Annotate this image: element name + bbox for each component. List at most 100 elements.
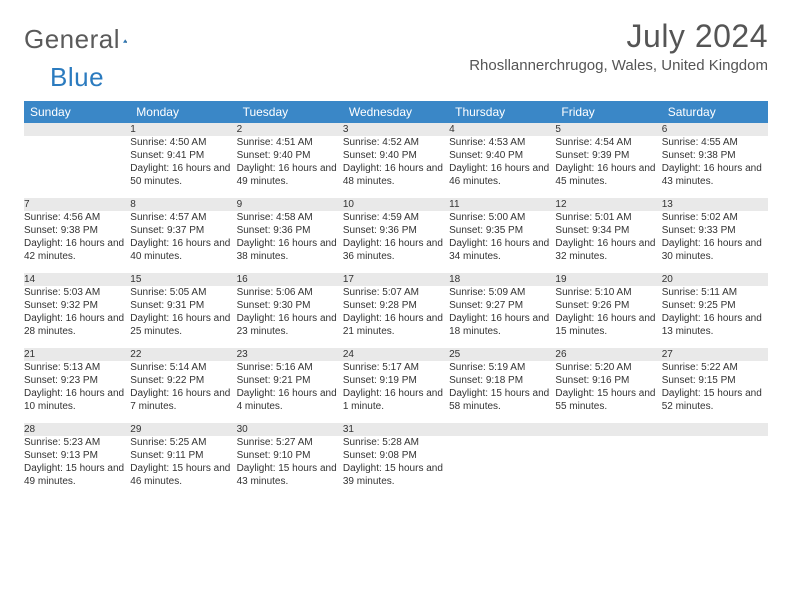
day-content-cell: Sunrise: 5:01 AMSunset: 9:34 PMDaylight:… xyxy=(555,211,661,273)
sunrise-text: Sunrise: 5:01 AM xyxy=(555,211,661,224)
day-number-cell: 25 xyxy=(449,348,555,361)
sunset-text: Sunset: 9:38 PM xyxy=(24,224,130,237)
daynum-row: 14151617181920 xyxy=(24,273,768,286)
content-row: Sunrise: 5:03 AMSunset: 9:32 PMDaylight:… xyxy=(24,286,768,348)
day-number-cell: 7 xyxy=(24,198,130,211)
daylight-text: Daylight: 15 hours and 55 minutes. xyxy=(555,387,661,413)
sunrise-text: Sunrise: 5:09 AM xyxy=(449,286,555,299)
day-content-cell: Sunrise: 5:22 AMSunset: 9:15 PMDaylight:… xyxy=(662,361,768,423)
sunrise-text: Sunrise: 5:23 AM xyxy=(24,436,130,449)
daylight-text: Daylight: 16 hours and 28 minutes. xyxy=(24,312,130,338)
day-content-cell xyxy=(662,436,768,498)
sunrise-text: Sunrise: 5:00 AM xyxy=(449,211,555,224)
daylight-text: Daylight: 16 hours and 1 minute. xyxy=(343,387,449,413)
day-content-cell: Sunrise: 4:51 AMSunset: 9:40 PMDaylight:… xyxy=(237,136,343,198)
sunset-text: Sunset: 9:25 PM xyxy=(662,299,768,312)
day-content-cell: Sunrise: 5:20 AMSunset: 9:16 PMDaylight:… xyxy=(555,361,661,423)
day-content-cell: Sunrise: 4:53 AMSunset: 9:40 PMDaylight:… xyxy=(449,136,555,198)
day-content-cell: Sunrise: 5:17 AMSunset: 9:19 PMDaylight:… xyxy=(343,361,449,423)
daylight-text: Daylight: 15 hours and 46 minutes. xyxy=(130,462,236,488)
sunrise-text: Sunrise: 5:14 AM xyxy=(130,361,236,374)
sunrise-text: Sunrise: 4:52 AM xyxy=(343,136,449,149)
day-content-cell: Sunrise: 5:06 AMSunset: 9:30 PMDaylight:… xyxy=(237,286,343,348)
logo-text-general: General xyxy=(24,24,120,55)
day-number-cell: 3 xyxy=(343,123,449,136)
sunrise-text: Sunrise: 5:20 AM xyxy=(555,361,661,374)
weekday-header: Monday xyxy=(130,101,236,123)
day-number-cell: 2 xyxy=(237,123,343,136)
sunrise-text: Sunrise: 4:57 AM xyxy=(130,211,236,224)
day-number-cell: 20 xyxy=(662,273,768,286)
daylight-text: Daylight: 16 hours and 45 minutes. xyxy=(555,162,661,188)
sunrise-text: Sunrise: 5:22 AM xyxy=(662,361,768,374)
day-number-cell: 5 xyxy=(555,123,661,136)
sunrise-text: Sunrise: 5:25 AM xyxy=(130,436,236,449)
day-content-cell: Sunrise: 5:14 AMSunset: 9:22 PMDaylight:… xyxy=(130,361,236,423)
daylight-text: Daylight: 16 hours and 48 minutes. xyxy=(343,162,449,188)
day-content-cell: Sunrise: 4:50 AMSunset: 9:41 PMDaylight:… xyxy=(130,136,236,198)
daylight-text: Daylight: 16 hours and 46 minutes. xyxy=(449,162,555,188)
sunset-text: Sunset: 9:15 PM xyxy=(662,374,768,387)
sunset-text: Sunset: 9:40 PM xyxy=(449,149,555,162)
day-number-cell: 13 xyxy=(662,198,768,211)
sunset-text: Sunset: 9:19 PM xyxy=(343,374,449,387)
day-number-cell: 24 xyxy=(343,348,449,361)
day-number-cell: 11 xyxy=(449,198,555,211)
daylight-text: Daylight: 16 hours and 18 minutes. xyxy=(449,312,555,338)
day-content-cell: Sunrise: 5:27 AMSunset: 9:10 PMDaylight:… xyxy=(237,436,343,498)
daylight-text: Daylight: 16 hours and 13 minutes. xyxy=(662,312,768,338)
sunrise-text: Sunrise: 5:19 AM xyxy=(449,361,555,374)
day-content-cell: Sunrise: 5:02 AMSunset: 9:33 PMDaylight:… xyxy=(662,211,768,273)
day-content-cell: Sunrise: 5:10 AMSunset: 9:26 PMDaylight:… xyxy=(555,286,661,348)
sunset-text: Sunset: 9:18 PM xyxy=(449,374,555,387)
day-number-cell: 30 xyxy=(237,423,343,436)
content-row: Sunrise: 5:13 AMSunset: 9:23 PMDaylight:… xyxy=(24,361,768,423)
sunrise-text: Sunrise: 4:56 AM xyxy=(24,211,130,224)
day-number-cell: 1 xyxy=(130,123,236,136)
day-content-cell: Sunrise: 5:00 AMSunset: 9:35 PMDaylight:… xyxy=(449,211,555,273)
day-content-cell xyxy=(555,436,661,498)
sunset-text: Sunset: 9:13 PM xyxy=(24,449,130,462)
weekday-header: Thursday xyxy=(449,101,555,123)
day-number-cell xyxy=(555,423,661,436)
day-content-cell xyxy=(449,436,555,498)
sunrise-text: Sunrise: 5:05 AM xyxy=(130,286,236,299)
daylight-text: Daylight: 16 hours and 43 minutes. xyxy=(662,162,768,188)
sunset-text: Sunset: 9:10 PM xyxy=(237,449,343,462)
sunrise-text: Sunrise: 4:50 AM xyxy=(130,136,236,149)
day-content-cell: Sunrise: 5:25 AMSunset: 9:11 PMDaylight:… xyxy=(130,436,236,498)
day-number-cell: 16 xyxy=(237,273,343,286)
daynum-row: 28293031 xyxy=(24,423,768,436)
sunset-text: Sunset: 9:33 PM xyxy=(662,224,768,237)
sunset-text: Sunset: 9:11 PM xyxy=(130,449,236,462)
sunrise-text: Sunrise: 4:51 AM xyxy=(237,136,343,149)
sunset-text: Sunset: 9:32 PM xyxy=(24,299,130,312)
sunrise-text: Sunrise: 5:02 AM xyxy=(662,211,768,224)
day-content-cell: Sunrise: 5:11 AMSunset: 9:25 PMDaylight:… xyxy=(662,286,768,348)
daylight-text: Daylight: 15 hours and 49 minutes. xyxy=(24,462,130,488)
daylight-text: Daylight: 16 hours and 7 minutes. xyxy=(130,387,236,413)
day-content-cell: Sunrise: 4:56 AMSunset: 9:38 PMDaylight:… xyxy=(24,211,130,273)
day-number-cell: 28 xyxy=(24,423,130,436)
sunrise-text: Sunrise: 4:54 AM xyxy=(555,136,661,149)
daylight-text: Daylight: 16 hours and 40 minutes. xyxy=(130,237,236,263)
sunrise-text: Sunrise: 5:07 AM xyxy=(343,286,449,299)
logo-text-blue: Blue xyxy=(50,62,104,92)
daylight-text: Daylight: 16 hours and 25 minutes. xyxy=(130,312,236,338)
day-number-cell: 27 xyxy=(662,348,768,361)
day-number-cell: 19 xyxy=(555,273,661,286)
day-content-cell: Sunrise: 5:28 AMSunset: 9:08 PMDaylight:… xyxy=(343,436,449,498)
daylight-text: Daylight: 16 hours and 21 minutes. xyxy=(343,312,449,338)
daylight-text: Daylight: 16 hours and 32 minutes. xyxy=(555,237,661,263)
sunrise-text: Sunrise: 4:58 AM xyxy=(237,211,343,224)
day-number-cell xyxy=(662,423,768,436)
daylight-text: Daylight: 15 hours and 43 minutes. xyxy=(237,462,343,488)
day-number-cell: 17 xyxy=(343,273,449,286)
sunset-text: Sunset: 9:28 PM xyxy=(343,299,449,312)
logo-triangle-icon xyxy=(123,31,127,51)
day-number-cell: 6 xyxy=(662,123,768,136)
day-number-cell: 21 xyxy=(24,348,130,361)
daylight-text: Daylight: 16 hours and 42 minutes. xyxy=(24,237,130,263)
logo: General xyxy=(24,18,151,55)
day-number-cell: 31 xyxy=(343,423,449,436)
